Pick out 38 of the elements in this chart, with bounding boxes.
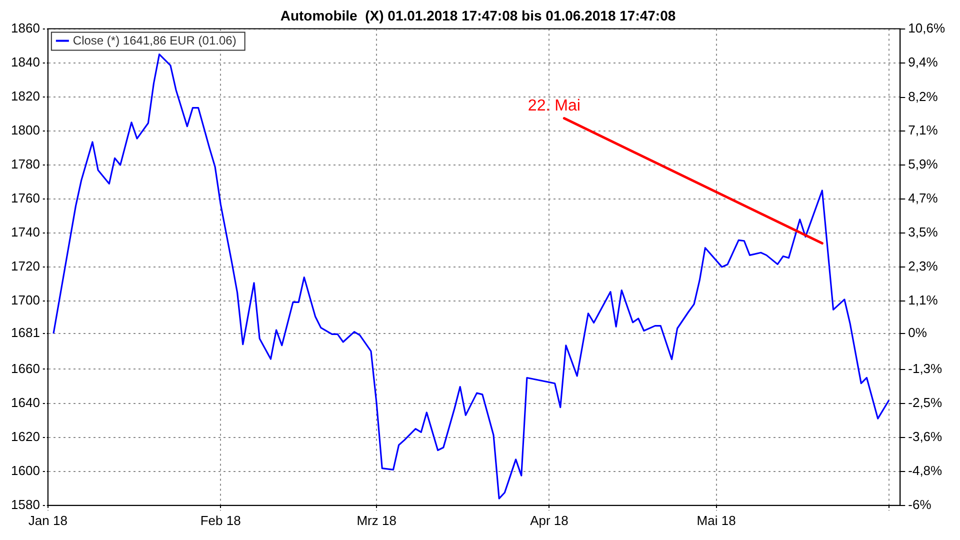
y2-tick-label: 7,1% xyxy=(908,122,938,138)
x-tick-label: Jan 18 xyxy=(28,512,68,528)
y2-tick-label: 9,4% xyxy=(908,54,938,70)
y-tick-label: 1720 xyxy=(11,258,40,274)
annotation: 22. Mai xyxy=(528,98,580,115)
chart-title: Automobile (X) 01.01.2018 17:47:08 bis 01.06.2018 17:47:08 xyxy=(280,7,676,24)
y2-tick-label: 0% xyxy=(908,325,928,340)
y2-tick-label: -1,3% xyxy=(908,360,943,376)
y-tick-label: 1681 xyxy=(11,325,40,340)
y-tick-label: 1660 xyxy=(11,360,40,376)
y-tick-label: 1700 xyxy=(11,292,40,308)
y2-tick-label: 2,3% xyxy=(908,258,938,274)
y-tick-label: 1580 xyxy=(11,496,40,512)
y2-tick-label: -2,5% xyxy=(908,395,943,410)
x-tick-label: Apr 18 xyxy=(530,512,568,528)
y-tick-label: 1780 xyxy=(11,156,40,172)
y2-tick-label: 1,1% xyxy=(908,292,938,308)
y-tick-label: 1840 xyxy=(11,54,40,70)
y2-tick-label: -3,6% xyxy=(908,428,943,444)
y-tick-label: 1760 xyxy=(11,190,40,206)
y-tick-label: 1640 xyxy=(11,394,40,410)
y-tick-label: 1600 xyxy=(11,462,40,478)
y-tick-label: 1860 xyxy=(11,20,40,36)
y2-tick-label: 4,7% xyxy=(908,190,938,206)
legend-label: Close (*) 1641,86 EUR (01.06) xyxy=(72,34,236,48)
y2-tick-label: 5,9% xyxy=(908,156,938,172)
y2-tick-label: 3,5% xyxy=(908,224,938,240)
x-tick-label: Mrz 18 xyxy=(356,512,396,528)
y-tick-label: 1620 xyxy=(11,428,40,444)
y2-tick-label: 8,2% xyxy=(908,89,938,104)
y-tick-label: 1800 xyxy=(11,122,40,138)
y2-tick-label: -6% xyxy=(908,496,932,512)
x-tick-label: Feb 18 xyxy=(200,512,241,528)
y2-tick-label: 10,6% xyxy=(908,20,946,36)
x-tick-label: Mai 18 xyxy=(696,512,736,528)
y-tick-label: 1820 xyxy=(11,88,40,104)
y2-tick-label: -4,8% xyxy=(908,462,943,478)
y-tick-label: 1740 xyxy=(11,224,40,240)
